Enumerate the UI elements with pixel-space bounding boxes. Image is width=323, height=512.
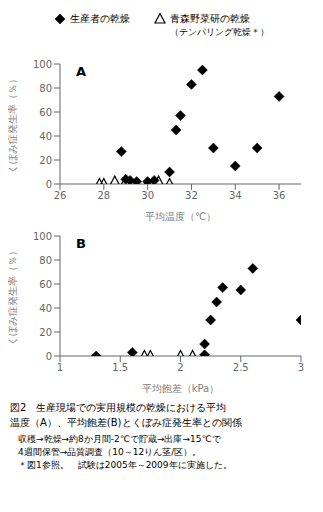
svg-text:2: 2: [177, 362, 183, 373]
svg-text:32: 32: [185, 190, 198, 201]
html-text:図2 生産現場での実用規模の乾燥における平均: 図2 生産現場での実用規模の乾燥における平均: [10, 402, 227, 413]
svg-text:くぼみ症発生率（％）: くぼみ症発生率（％）: [8, 246, 18, 346]
svg-text:20: 20: [39, 155, 52, 166]
html-text:（テンパリング乾燥＊）: （テンパリング乾燥＊）: [170, 27, 269, 37]
svg-text:1.5: 1.5: [112, 362, 128, 373]
html-text:A: A: [76, 64, 87, 79]
svg-text:80: 80: [39, 255, 52, 266]
svg-text:28: 28: [97, 190, 110, 201]
html-text:収穫→乾燥→約8か月間-2℃で貯蔵→出庫→15℃で: 収穫→乾燥→約8か月間-2℃で貯蔵→出庫→15℃で: [18, 434, 221, 444]
html-text:4週間保管→品質調査（10～12りん茎/区）。: 4週間保管→品質調査（10～12りん茎/区）。: [18, 447, 202, 457]
svg-text:平均飽差（kPa）: 平均飽差（kPa）: [142, 383, 220, 394]
svg-text:26: 26: [54, 190, 67, 201]
html-text:生産者の乾燥: 生産者の乾燥: [70, 13, 130, 24]
svg-text:60: 60: [39, 279, 52, 290]
svg-text:0: 0: [46, 351, 52, 362]
svg-text:くぼみ症発生率（％）: くぼみ症発生率（％）: [8, 74, 18, 174]
svg-text:3: 3: [298, 362, 304, 373]
svg-text:平均温度（℃）: 平均温度（℃）: [145, 211, 216, 222]
html-text:温度（A）、平均飽差(B)とくぼみ症発生率との関係: 温度（A）、平均飽差(B)とくぼみ症発生率との関係: [10, 417, 242, 428]
html-text:＊図1参照。 試験は2005年～2009年に実施した。: ＊図1参照。 試験は2005年～2009年に実施した。: [18, 460, 232, 470]
svg-text:100: 100: [33, 59, 52, 70]
svg-text:34: 34: [229, 190, 242, 201]
svg-text:60: 60: [39, 107, 52, 118]
svg-text:2.5: 2.5: [233, 362, 249, 373]
svg-text:40: 40: [39, 303, 52, 314]
svg-text:20: 20: [39, 327, 52, 338]
svg-text:0: 0: [46, 179, 52, 190]
svg-text:100: 100: [33, 231, 52, 242]
html-text:青森野菜研の乾燥: 青森野菜研の乾燥: [170, 13, 250, 24]
svg-text:1: 1: [57, 362, 63, 373]
svg-text:80: 80: [39, 83, 52, 94]
svg-text:40: 40: [39, 131, 52, 142]
svg-text:30: 30: [141, 190, 154, 201]
html-text:B: B: [76, 236, 86, 251]
svg-text:36: 36: [273, 190, 286, 201]
